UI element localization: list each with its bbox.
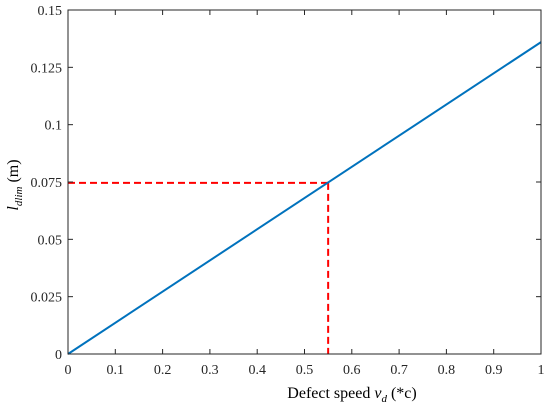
y-tick-label-5: 0.125 xyxy=(31,61,63,76)
x-tick-label-8: 0.8 xyxy=(438,363,456,378)
x-tick-label-5: 0.5 xyxy=(296,363,314,378)
y-tick-label-0: 0 xyxy=(55,348,62,363)
y-axis-label: ldlim (m) xyxy=(5,159,25,210)
x-tick-label-6: 0.6 xyxy=(343,363,361,378)
y-tick-label-1: 0.025 xyxy=(31,291,63,306)
y-tick-label-4: 0.1 xyxy=(45,119,63,134)
x-tick-label-7: 0.7 xyxy=(390,363,408,378)
x-tick-label-9: 0.9 xyxy=(485,363,503,378)
y-tick-label-6: 0.15 xyxy=(38,4,63,19)
x-tick-label-0: 0 xyxy=(65,363,72,378)
y-tick-label-3: 0.075 xyxy=(31,176,63,191)
x-axis-label: Defect speed vd (*c) xyxy=(287,385,416,405)
x-tick-label-3: 0.3 xyxy=(201,363,219,378)
y-tick-label-2: 0.05 xyxy=(38,233,63,248)
x-tick-label-10: 1 xyxy=(538,363,545,378)
x-tick-label-4: 0.4 xyxy=(248,363,266,378)
x-tick-label-1: 0.1 xyxy=(107,363,125,378)
series-line-0 xyxy=(67,41,542,355)
x-tick-label-2: 0.2 xyxy=(154,363,172,378)
